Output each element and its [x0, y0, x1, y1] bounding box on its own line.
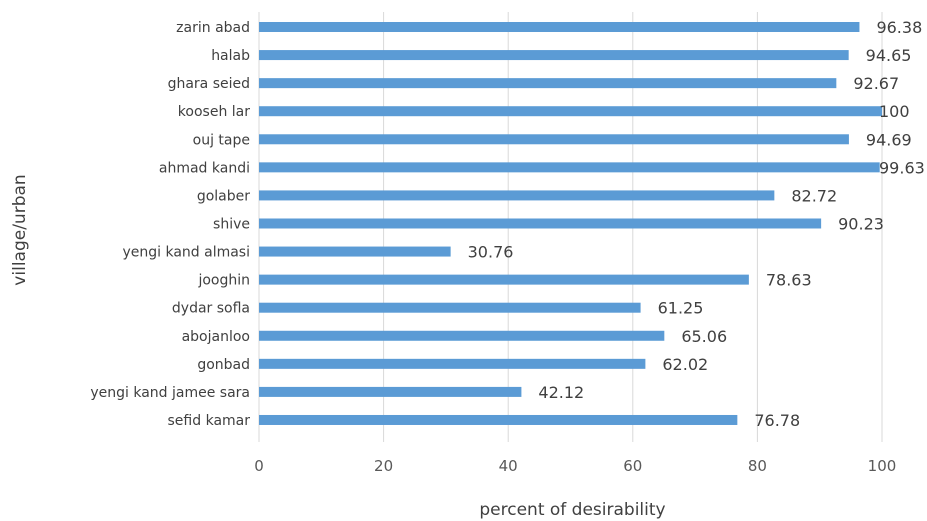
bar: [259, 302, 641, 313]
bar: [259, 50, 849, 61]
bars: [259, 22, 882, 425]
category-label: yengi kand almasi: [122, 245, 250, 261]
data-label: 94.69: [866, 130, 912, 149]
x-tick-labels: 0 20 40 60 80 100: [254, 457, 896, 475]
y-axis-title: village/urban: [10, 174, 30, 285]
data-label: 90.23: [838, 214, 884, 233]
bar: [259, 106, 882, 117]
bar: [259, 274, 749, 285]
x-axis-title: percent of desirability: [479, 500, 665, 520]
category-label: golaber: [197, 188, 250, 204]
data-label: 65.06: [681, 327, 727, 346]
data-label: 92.67: [853, 74, 899, 93]
category-label: dydar sofla: [172, 301, 250, 317]
x-tick-label: 0: [254, 457, 264, 475]
bar: [259, 246, 451, 257]
x-tick-label: 100: [868, 457, 897, 475]
category-labels: zarin abad halab ghara seied kooseh lar ouj …: [90, 20, 250, 429]
data-label: 100: [879, 102, 910, 121]
category-label: yengi kand jamee sara: [90, 385, 250, 401]
data-label: 62.02: [662, 355, 708, 374]
bar: [259, 162, 880, 173]
category-label: gonbad: [197, 357, 250, 373]
x-tick-label: 60: [623, 457, 642, 475]
bar: [259, 190, 775, 201]
data-label: 94.65: [866, 46, 912, 65]
x-tick-label: 80: [748, 457, 767, 475]
category-label: kooseh lar: [178, 104, 250, 120]
data-label: 76.78: [754, 411, 800, 430]
x-tick-label: 40: [499, 457, 518, 475]
category-label: jooghin: [197, 273, 250, 289]
bar: [259, 414, 738, 425]
data-label: 61.25: [658, 299, 704, 318]
category-label: ahmad kandi: [159, 160, 250, 176]
data-label: 99.63: [879, 158, 925, 177]
category-label: halab: [211, 48, 250, 64]
bar: [259, 22, 860, 32]
data-label: 82.72: [791, 186, 837, 205]
bar: [259, 218, 822, 229]
data-label: 78.63: [766, 271, 812, 290]
bar: [259, 386, 522, 397]
data-label: 42.12: [538, 383, 584, 402]
bar: [259, 78, 837, 89]
category-label: abojanloo: [182, 329, 250, 345]
bar: [259, 134, 849, 145]
data-label: 96.38: [876, 18, 922, 37]
category-label: sefid kamar: [168, 413, 251, 429]
category-label: shive: [213, 216, 250, 232]
category-label: ouj tape: [193, 132, 250, 148]
category-label: zarin abad: [176, 20, 250, 36]
bar: [259, 330, 665, 341]
data-label: 30.76: [468, 243, 514, 262]
category-label: ghara seied: [168, 76, 250, 92]
x-tick-label: 20: [374, 457, 393, 475]
bar: [259, 358, 646, 369]
